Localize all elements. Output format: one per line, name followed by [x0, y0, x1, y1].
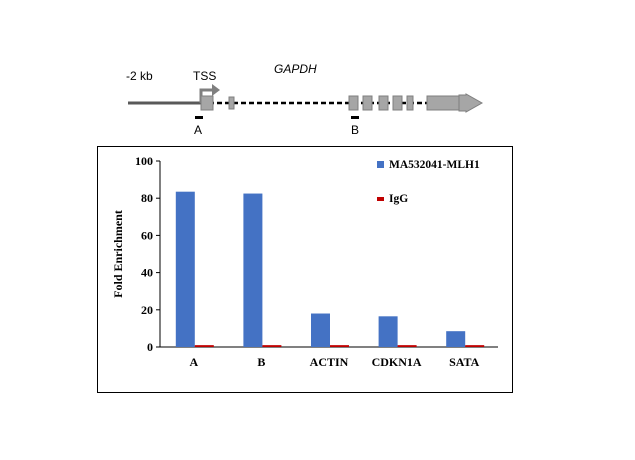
y-tick-label: 100 — [135, 154, 153, 168]
y-tick-label: 80 — [141, 191, 153, 205]
y-tick-label: 60 — [141, 228, 153, 242]
bar-mlh1-actin — [311, 313, 330, 347]
bar-mlh1-sata — [446, 331, 466, 347]
x-tick-label: B — [257, 355, 265, 369]
x-tick-label: SATA — [449, 355, 480, 369]
exon-1 — [200, 95, 214, 111]
legend-swatch-mlh1 — [377, 161, 384, 168]
y-tick-label: 40 — [141, 266, 153, 280]
x-tick-label: A — [189, 355, 198, 369]
exon-8 — [426, 95, 460, 111]
y-tick-label: 20 — [141, 303, 153, 317]
tss-label: TSS — [193, 69, 216, 83]
region-a-label: A — [194, 123, 202, 137]
legend-label-mlh1: MA532041-MLH1 — [389, 159, 480, 171]
upstream-label: -2 kb — [126, 69, 153, 83]
bar-igg-b — [262, 345, 282, 347]
bar-igg-a — [194, 345, 214, 347]
region-a-bar — [195, 116, 203, 119]
fold-enrichment-chart: 0 20 40 60 80 100 A B ACTIN CDKN1A SATA Fold Enri… — [111, 154, 498, 369]
gene-end-arrow — [458, 93, 484, 113]
bar-mlh1-a — [175, 191, 195, 347]
bar-mlh1-cdkn1a — [378, 316, 398, 347]
y-axis-ticks: 0 20 40 60 80 100 — [135, 154, 160, 354]
x-axis-labels: A B ACTIN CDKN1A SATA — [189, 355, 479, 369]
y-axis-title: Fold Enrichment — [111, 210, 125, 298]
region-b-label: B — [351, 123, 359, 137]
bar-mlh1-b — [243, 193, 263, 347]
legend-label-igg: IgG — [389, 193, 408, 205]
bar-igg-cdkn1a — [397, 345, 417, 347]
y-tick-label: 0 — [147, 340, 153, 354]
exon-6 — [392, 95, 403, 111]
legend-swatch-igg — [377, 197, 384, 201]
x-tick-label: CDKN1A — [372, 355, 422, 369]
bars-group — [175, 191, 485, 347]
exon-2 — [228, 96, 235, 110]
x-tick-label: ACTIN — [310, 355, 349, 369]
tss-arrowhead — [212, 84, 220, 96]
gene-structure-diagram: -2 kb TSS GAPDH A B — [126, 62, 484, 137]
exon-5 — [378, 95, 389, 111]
chart-frame: 0 20 40 60 80 100 A B ACTIN CDKN1A SATA Fold Enri… — [97, 146, 513, 393]
legend: MA532041-MLH1 IgG — [377, 159, 480, 205]
bar-igg-sata — [465, 345, 485, 347]
region-b-bar — [351, 116, 359, 119]
exon-7 — [406, 95, 414, 111]
exon-3 — [348, 95, 359, 111]
bar-igg-actin — [330, 345, 349, 347]
exon-4 — [362, 95, 373, 111]
gene-name: GAPDH — [274, 62, 317, 76]
